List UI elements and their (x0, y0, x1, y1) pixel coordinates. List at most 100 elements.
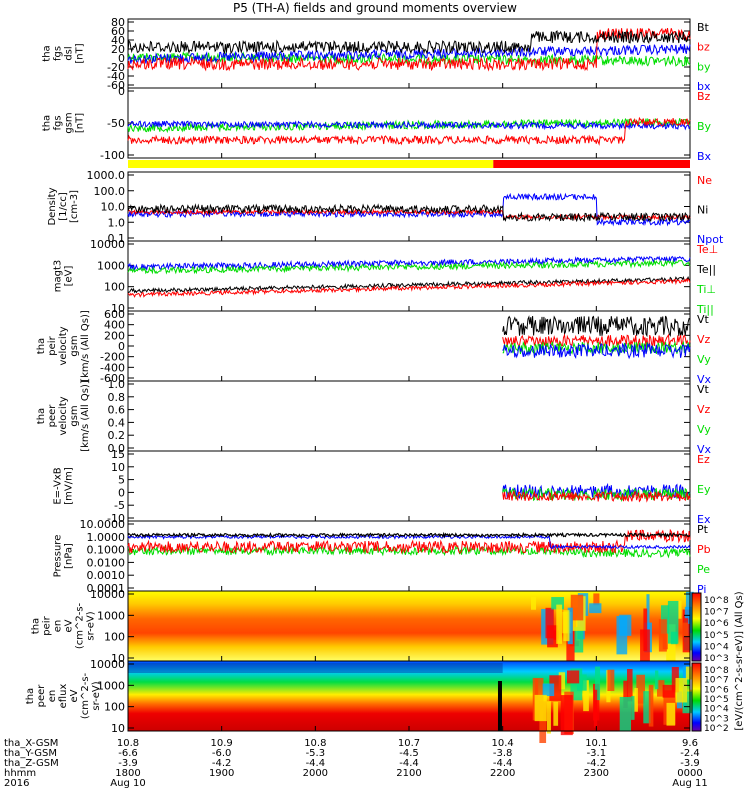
y-tick-label: 10000 (90, 588, 125, 601)
panel-peir-eflux: 10000 1000 100 10 tha peir en eV (cm^2-s-sr-eV) (31, 588, 697, 667)
y-axis-label: sr-eV) (91, 681, 102, 710)
panel-frame (127, 240, 691, 312)
spectrogram-patch (616, 616, 628, 655)
spectrogram-patch (583, 680, 589, 712)
legend-entry: Ex (697, 513, 711, 526)
x-axis-value: 1800 (115, 768, 140, 779)
x-axis-value: 10.9 (211, 738, 233, 749)
y-tick-label: 100 (104, 701, 125, 714)
y-tick-label: 15 (111, 448, 125, 461)
y-tick-label: -200 (100, 351, 125, 364)
series-line (127, 117, 691, 134)
y-tick-label: 1000 (97, 609, 125, 622)
x-axis-date-end: Aug 11 (672, 778, 707, 789)
y-tick-label: -60 (107, 79, 125, 92)
y-axis-label: peer (47, 404, 58, 428)
y-tick-label: 10000 (90, 658, 125, 671)
y-tick-label: 0.1 (108, 232, 126, 245)
y-axis-label: Pressure (53, 535, 64, 578)
colorbar-tick-label: 10^8 (704, 666, 729, 676)
panel-frame (127, 171, 691, 242)
spectrogram-patch (671, 666, 679, 693)
mode-bar-red (493, 160, 690, 168)
y-axis-label: [eV] (64, 266, 75, 287)
y-tick-label: 10 (111, 652, 125, 665)
x-axis-value: 2200 (490, 768, 515, 779)
y-axis-label: tha (25, 688, 36, 704)
series-line (502, 333, 691, 349)
x-axis-value: 1900 (209, 768, 234, 779)
y-tick-label: 5 (118, 474, 125, 487)
colorbar-tick-label: 10^7 (704, 608, 729, 618)
spectrogram-patch (667, 600, 679, 644)
legend-entry: Pt (697, 523, 709, 536)
y-tick-label: 1000 (97, 679, 125, 692)
x-axis-value: -3.8 (493, 748, 513, 759)
y-tick-label: 10000 (90, 238, 125, 251)
colorbar (691, 592, 702, 662)
legend-entry: Vy (697, 423, 711, 436)
series-line (502, 342, 691, 360)
panel-fgs-gsm: 0 -50 -100 tha fgs gsm [nT] Bz By Bx (42, 85, 712, 163)
series-line (502, 315, 691, 338)
y-tick-label: 400 (104, 319, 125, 332)
panel-peer-eflux: 10000 1000 100 10 tha peer en eflux eV (cm^2-s-sr… (25, 658, 698, 744)
y-tick-label: 0.0100 (87, 556, 126, 569)
series-line (127, 116, 691, 146)
legend-entry: Vy (697, 353, 711, 366)
spectrogram-patch (563, 610, 570, 642)
x-axis-value: -3.9 (118, 758, 138, 769)
y-axis-label: eV (64, 619, 75, 632)
series-line (127, 255, 691, 272)
y-axis-label: tha (36, 338, 47, 354)
spectrogram-patch (634, 688, 638, 712)
spectrogram-patch (666, 702, 676, 726)
x-axis-value: -4.4 (399, 758, 419, 769)
series-line (127, 277, 691, 298)
colorbar-tick-label: 10^6 (704, 685, 729, 695)
y-axis-label: eflux (58, 684, 69, 709)
spectrogram-patch (566, 631, 575, 664)
spectrogram-patch (666, 624, 676, 667)
y-axis-label: velocity (58, 396, 69, 435)
y-axis-label: [mV/m] (64, 467, 75, 505)
legend-entry: by (697, 60, 711, 73)
y-tick-label: -40 (107, 70, 125, 83)
y-tick-label: 0.2 (108, 429, 126, 442)
spectrogram-patch (570, 594, 584, 621)
spectrogram-patch (593, 593, 600, 606)
spectrogram-patch (545, 607, 554, 639)
x-axis-value: -6.6 (118, 748, 138, 759)
mode-bar (128, 160, 690, 168)
legend-entry: Pe (697, 563, 710, 576)
y-axis-label: tha (31, 618, 42, 634)
colorbar-label: [eV/(cm^2-s-sr-eV)] (All Qs) (734, 591, 745, 730)
y-tick-label: 100 (104, 631, 125, 644)
y-axis-label: [km/s (All Qs)] (80, 310, 91, 382)
spectrogram-patch (547, 625, 558, 648)
legend-entry: Vx (697, 373, 712, 386)
x-axis-row-label: tha_Z-GSM (4, 758, 59, 769)
y-tick-label: 0 (118, 85, 125, 98)
y-axis-label: [nPa] (64, 543, 75, 569)
y-tick-label: -5 (114, 499, 125, 512)
spectrogram-patch (623, 680, 628, 709)
y-axis-label: (cm^2-s- (80, 672, 91, 719)
spectrogram-patch (553, 701, 559, 726)
y-tick-label: 100 (104, 281, 125, 294)
legend-entry: Vt (697, 313, 710, 326)
y-axis-label: sr-eV) (86, 611, 97, 640)
y-axis-label: en (53, 620, 64, 633)
spectrogram-patch (619, 697, 632, 731)
y-tick-label: 1.0 (108, 216, 126, 229)
colorbar (691, 662, 702, 732)
y-tick-label: 600 (104, 308, 125, 321)
y-tick-label: 0.0001 (87, 582, 126, 595)
spectrogram-patch (534, 694, 547, 722)
spectrogram-patch (658, 619, 667, 652)
panel-frame (127, 380, 691, 452)
y-tick-label: 1.0 (108, 378, 126, 391)
spectrogram-patch (626, 669, 633, 702)
legend-entry: bx (697, 80, 711, 93)
